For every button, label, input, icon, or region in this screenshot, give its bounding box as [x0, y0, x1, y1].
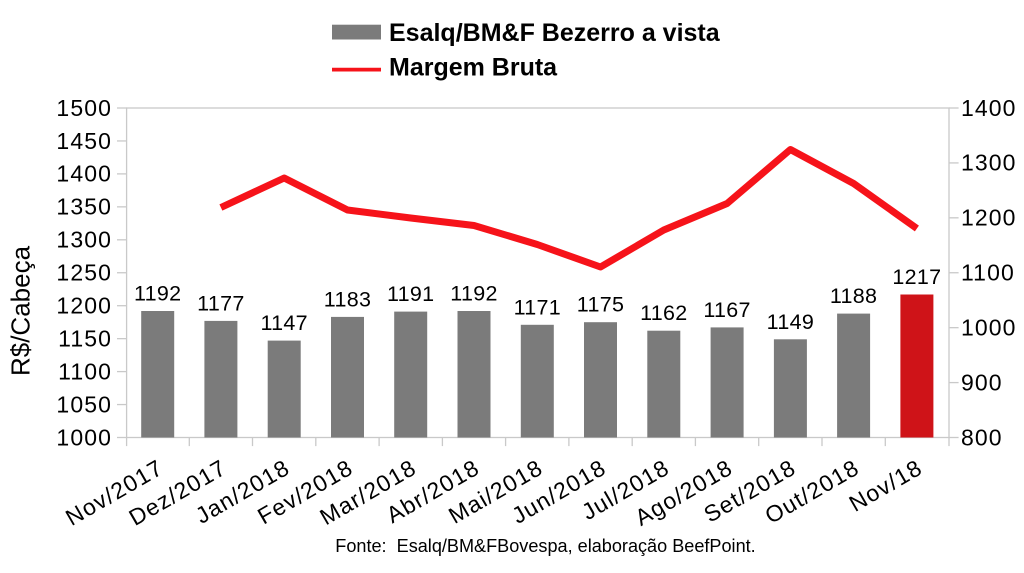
svg-text:1177: 1177: [197, 291, 244, 315]
svg-text:1183: 1183: [324, 287, 371, 311]
svg-text:1175: 1175: [577, 293, 624, 317]
svg-text:1500: 1500: [56, 95, 112, 121]
svg-text:1167: 1167: [703, 298, 750, 322]
svg-text:1147: 1147: [260, 311, 307, 335]
svg-text:900: 900: [961, 369, 1003, 395]
svg-text:1000: 1000: [56, 424, 112, 450]
svg-text:1217: 1217: [892, 265, 941, 289]
svg-text:1192: 1192: [450, 282, 497, 306]
svg-text:1171: 1171: [514, 295, 561, 319]
svg-text:1000: 1000: [961, 315, 1017, 341]
svg-text:1149: 1149: [767, 310, 814, 334]
svg-text:1100: 1100: [961, 260, 1015, 286]
svg-text:Fonte: Esalq/BM&FBovespa, ela: Fonte: Esalq/BM&FBovespa, elaboração Bee…: [335, 536, 755, 556]
svg-text:1188: 1188: [830, 284, 877, 308]
svg-text:1191: 1191: [387, 282, 434, 306]
svg-text:1300: 1300: [961, 150, 1017, 176]
svg-text:1350: 1350: [56, 194, 112, 220]
svg-text:1050: 1050: [56, 391, 112, 417]
svg-text:1162: 1162: [640, 301, 687, 325]
svg-text:1300: 1300: [56, 227, 112, 253]
svg-text:Esalq/BM&F Bezerro a vista: Esalq/BM&F Bezerro a vista: [389, 19, 721, 47]
svg-text:1400: 1400: [961, 95, 1017, 121]
svg-text:1200: 1200: [56, 293, 112, 319]
svg-text:1192: 1192: [134, 282, 181, 306]
svg-text:1400: 1400: [56, 161, 112, 187]
svg-text:1450: 1450: [56, 128, 112, 154]
svg-text:1200: 1200: [961, 205, 1017, 231]
svg-text:R$/Cabeça: R$/Cabeça: [5, 245, 35, 376]
svg-text:1150: 1150: [58, 326, 112, 352]
svg-text:1100: 1100: [58, 358, 112, 384]
svg-text:1250: 1250: [56, 260, 112, 286]
svg-text:800: 800: [961, 424, 1003, 450]
svg-text:Margem Bruta: Margem Bruta: [389, 54, 558, 82]
